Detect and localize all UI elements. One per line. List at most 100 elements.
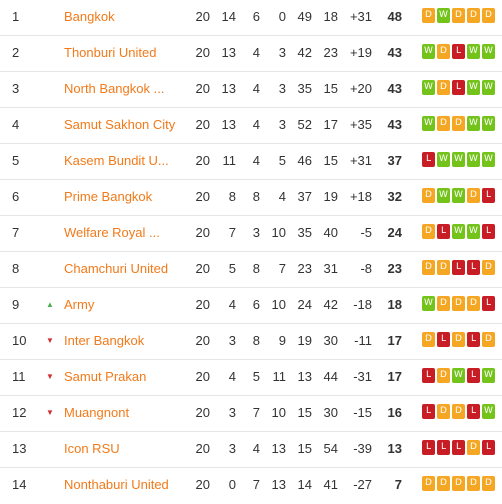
form-badge[interactable]: W bbox=[422, 44, 435, 59]
team-link[interactable]: Kasem Bundit U... bbox=[64, 153, 169, 168]
form-badge[interactable]: W bbox=[482, 80, 495, 95]
form-badge[interactable]: D bbox=[467, 8, 480, 23]
form-badge[interactable]: L bbox=[452, 440, 465, 455]
form-badge[interactable]: D bbox=[437, 296, 450, 311]
form-badge[interactable]: D bbox=[422, 476, 435, 491]
points: 16 bbox=[387, 405, 402, 420]
losses: 5 bbox=[278, 153, 286, 168]
form-badge[interactable]: D bbox=[452, 296, 465, 311]
form-badge[interactable]: W bbox=[437, 152, 450, 167]
form-badge[interactable]: L bbox=[422, 404, 435, 419]
form-badge[interactable]: W bbox=[467, 152, 480, 167]
form-badge[interactable]: L bbox=[467, 332, 480, 347]
form-badge[interactable]: L bbox=[452, 80, 465, 95]
form-badge[interactable]: D bbox=[437, 260, 450, 275]
form-badge[interactable]: D bbox=[422, 332, 435, 347]
form-badge[interactable]: L bbox=[437, 224, 450, 239]
form-badge[interactable]: D bbox=[437, 476, 450, 491]
form-badge[interactable]: D bbox=[482, 260, 495, 275]
form-badge[interactable]: D bbox=[452, 116, 465, 131]
form-badge[interactable]: W bbox=[482, 44, 495, 59]
team-link[interactable]: Army bbox=[64, 297, 95, 312]
form-badge[interactable]: W bbox=[452, 152, 465, 167]
form-badge[interactable]: W bbox=[482, 404, 495, 419]
form-badge[interactable]: W bbox=[467, 80, 480, 95]
goals-for: 37 bbox=[297, 189, 312, 204]
wins: 4 bbox=[228, 297, 236, 312]
form-badge[interactable]: L bbox=[437, 332, 450, 347]
form-badge[interactable]: L bbox=[452, 260, 465, 275]
form-badge[interactable]: L bbox=[482, 296, 495, 311]
form-badge[interactable]: W bbox=[437, 188, 450, 203]
form-badge[interactable]: W bbox=[467, 116, 480, 131]
form-badge[interactable]: L bbox=[482, 224, 495, 239]
goals-for: 42 bbox=[297, 45, 312, 60]
team-link[interactable]: Chamchuri United bbox=[64, 261, 169, 276]
form-badge[interactable]: W bbox=[452, 224, 465, 239]
team-link[interactable]: Welfare Royal ... bbox=[64, 225, 160, 240]
form-badge[interactable]: W bbox=[467, 44, 480, 59]
form-badge[interactable]: L bbox=[422, 368, 435, 383]
goals-against: 30 bbox=[323, 405, 338, 420]
form-badge[interactable]: L bbox=[482, 440, 495, 455]
form-badge[interactable]: D bbox=[437, 80, 450, 95]
form-badge[interactable]: D bbox=[467, 476, 480, 491]
team-link[interactable]: Nonthaburi United bbox=[64, 477, 169, 492]
form-badge[interactable]: D bbox=[467, 188, 480, 203]
team-link[interactable]: Prime Bangkok bbox=[64, 189, 153, 204]
form-badge[interactable]: D bbox=[422, 8, 435, 23]
team-link[interactable]: Samut Sakhon City bbox=[64, 117, 176, 132]
form-badge[interactable]: W bbox=[452, 368, 465, 383]
form-badge[interactable]: D bbox=[482, 332, 495, 347]
form-badge[interactable]: L bbox=[482, 188, 495, 203]
form-badge[interactable]: W bbox=[467, 224, 480, 239]
team-link[interactable]: Bangkok bbox=[64, 9, 115, 24]
form-badge[interactable]: W bbox=[482, 116, 495, 131]
form-badge[interactable]: D bbox=[437, 44, 450, 59]
form-badge[interactable]: D bbox=[437, 116, 450, 131]
form-badge[interactable]: W bbox=[422, 80, 435, 95]
form-badge[interactable]: D bbox=[437, 368, 450, 383]
goals-for: 35 bbox=[297, 225, 312, 240]
team-link[interactable]: Icon RSU bbox=[64, 441, 120, 456]
form-badge[interactable]: D bbox=[452, 404, 465, 419]
form-badge[interactable]: L bbox=[467, 368, 480, 383]
form-badge[interactable]: W bbox=[482, 368, 495, 383]
form-badge[interactable]: L bbox=[467, 404, 480, 419]
goals-against: 18 bbox=[323, 9, 338, 24]
wins: 13 bbox=[221, 45, 236, 60]
form-badge[interactable]: W bbox=[452, 188, 465, 203]
form-badge[interactable]: L bbox=[452, 44, 465, 59]
losses: 13 bbox=[271, 477, 286, 492]
goals-for: 23 bbox=[297, 261, 312, 276]
form-badge[interactable]: W bbox=[422, 296, 435, 311]
form-badge[interactable]: D bbox=[452, 332, 465, 347]
form-badge[interactable]: L bbox=[422, 440, 435, 455]
form-badge[interactable]: D bbox=[467, 296, 480, 311]
team-link[interactable]: Muangnont bbox=[64, 405, 130, 420]
form-badge[interactable]: L bbox=[437, 440, 450, 455]
form-badge[interactable]: W bbox=[482, 152, 495, 167]
form-badge[interactable]: D bbox=[452, 476, 465, 491]
form-badge[interactable]: D bbox=[422, 260, 435, 275]
form-badge[interactable]: W bbox=[437, 8, 450, 23]
form-badge[interactable]: L bbox=[467, 260, 480, 275]
team-link[interactable]: Inter Bangkok bbox=[64, 333, 145, 348]
form-badge[interactable]: W bbox=[422, 116, 435, 131]
form-badge[interactable]: D bbox=[437, 404, 450, 419]
team-link[interactable]: Thonburi United bbox=[64, 45, 157, 60]
form-badge[interactable]: D bbox=[482, 8, 495, 23]
form-badge[interactable]: D bbox=[422, 188, 435, 203]
team-link[interactable]: Samut Prakan bbox=[64, 369, 147, 384]
team-link[interactable]: North Bangkok ... bbox=[64, 81, 165, 96]
form-badge[interactable]: D bbox=[452, 8, 465, 23]
position: 3 bbox=[12, 81, 20, 96]
table-row: 14 Nonthaburi United 20 0 7 13 14 41 -27 7 D D D D D bbox=[0, 468, 502, 504]
form-badge[interactable]: D bbox=[482, 476, 495, 491]
form-badge[interactable]: L bbox=[422, 152, 435, 167]
form-badge[interactable]: D bbox=[422, 224, 435, 239]
goal-difference: -18 bbox=[353, 297, 372, 312]
form-badge[interactable]: D bbox=[467, 440, 480, 455]
position: 11 bbox=[12, 369, 26, 384]
